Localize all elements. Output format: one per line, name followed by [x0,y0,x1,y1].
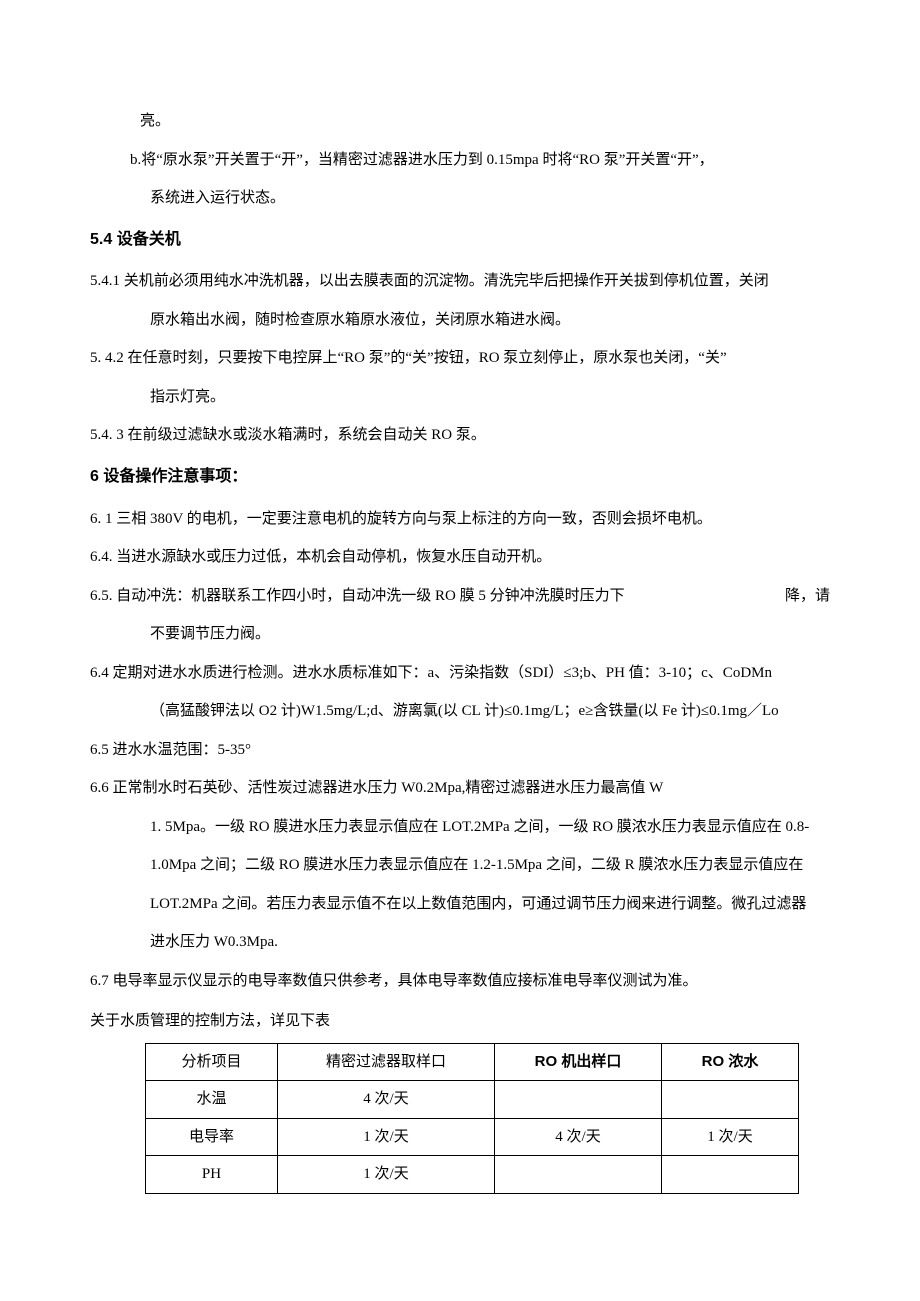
table-caption: 关于水质管理的控制方法，详见下表 [90,1004,830,1039]
table-row: 电导率 1 次/天 4 次/天 1 次/天 [146,1118,799,1156]
cont-line-a-tail: 亮。 [90,104,830,139]
cont-line-b-cont: 系统进入运行状态。 [90,181,830,216]
td-2-2 [495,1156,662,1194]
th-2: RO 机出样口 [495,1043,662,1081]
p-6-6: 6.6 正常制水时石英砂、活性炭过滤器进水压力 W0.2Mpa,精密过滤器进水压… [90,771,830,806]
p-5-4-1-cont: 原水箱出水阀，随时检查原水箱原水液位，关闭原水箱进水阀。 [90,303,830,338]
p-6-4b: 6.4 定期对进水水质进行检测。进水水质标准如下：a、污染指数（SDI）≤3;b… [90,656,830,691]
p-6-6-cont4: 进水压力 W0.3Mpa. [90,925,830,960]
water-quality-table: 分析项目 精密过滤器取样口 RO 机出样口 RO 浓水 水温 4 次/天 电导率… [145,1043,799,1194]
p-6-7: 6.7 电导率显示仪显示的电导率数值只供参考，具体电导率数值应接标准电导率仪测试… [90,964,830,999]
td-0-2 [495,1081,662,1119]
p-6-5: 6.5. 自动冲洗：机器联系工作四小时，自动冲洗一级 RO 膜 5 分钟冲洗膜时… [90,579,830,614]
p-6-1: 6. 1 三相 380V 的电机，一定要注意电机的旋转方向与泵上标注的方向一致，… [90,502,830,537]
td-0-0: 水温 [146,1081,278,1119]
p-6-6-cont3: LOT.2MPa 之间。若压力表显示值不在以上数值范围内，可通过调节压力阀来进行… [90,887,830,922]
cont-line-b: b.将“原水泵”开关置于“开”，当精密过滤器进水压力到 0.15mpa 时将“R… [90,143,830,178]
td-1-2: 4 次/天 [495,1118,662,1156]
p-5-4-2-cont: 指示灯亮。 [90,380,830,415]
table-row: 水温 4 次/天 [146,1081,799,1119]
p-5-4-1: 5.4.1 关机前必须用纯水冲洗机器，以出去膜表面的沉淀物。清洗完毕后把操作开关… [90,264,830,299]
td-2-1: 1 次/天 [278,1156,495,1194]
p-5-4-2: 5. 4.2 在任意时刻，只要按下电控屏上“RO 泵”的“关”按钮，RO 泵立刻… [90,341,830,376]
table-row: PH 1 次/天 [146,1156,799,1194]
th-1: 精密过滤器取样口 [278,1043,495,1081]
td-2-3 [662,1156,799,1194]
heading-5-4: 5.4 设备关机 [90,222,830,259]
p-6-4: 6.4. 当进水源缺水或压力过低，本机会自动停机，恢复水压自动开机。 [90,540,830,575]
heading-6: 6 设备操作注意事项： [90,459,830,496]
p-6-5-left: 6.5. 自动冲洗：机器联系工作四小时，自动冲洗一级 RO 膜 5 分钟冲洗膜时… [90,579,625,614]
p-6-4b-cont: （高猛酸钾法以 O2 计)W1.5mg/L;d、游离氯(以 CL 计)≤0.1m… [90,694,830,729]
th-0: 分析项目 [146,1043,278,1081]
td-0-3 [662,1081,799,1119]
p-6-5b: 6.5 进水水温范围：5-35° [90,733,830,768]
page: 亮。 b.将“原水泵”开关置于“开”，当精密过滤器进水压力到 0.15mpa 时… [0,0,920,1301]
p-6-6-cont2: 1.0Mpa 之间；二级 RO 膜进水压力表显示值应在 1.2-1.5Mpa 之… [90,848,830,883]
table-header-row: 分析项目 精密过滤器取样口 RO 机出样口 RO 浓水 [146,1043,799,1081]
td-1-3: 1 次/天 [662,1118,799,1156]
th-3: RO 浓水 [662,1043,799,1081]
p-6-5-right: 降，请 [785,579,830,614]
td-1-1: 1 次/天 [278,1118,495,1156]
p-6-5-cont: 不要调节压力阀。 [90,617,830,652]
td-1-0: 电导率 [146,1118,278,1156]
td-2-0: PH [146,1156,278,1194]
p-5-4-3: 5.4. 3 在前级过滤缺水或淡水箱满时，系统会自动关 RO 泵。 [90,418,830,453]
td-0-1: 4 次/天 [278,1081,495,1119]
p-6-6-cont1: 1. 5Mpa。一级 RO 膜进水压力表显示值应在 LOT.2MPa 之间，一级… [90,810,830,845]
